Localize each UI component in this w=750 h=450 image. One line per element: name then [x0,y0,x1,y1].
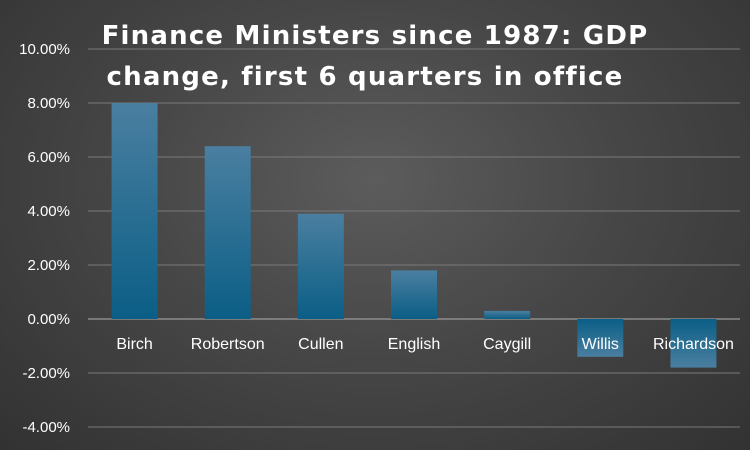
y-tick-label: -4.00% [22,419,70,436]
x-category-label: Cullen [298,336,343,353]
bar-willis [577,319,624,357]
bar-birch [111,103,158,319]
x-axis-categories: Birch Robertson Cullen English Caygill Willis… [116,336,734,353]
x-category-label: Willis [582,336,619,353]
y-tick-label: 2.00% [27,257,70,274]
bar-robertson [204,146,251,319]
x-category-label: Birch [116,336,152,353]
bar-caygill [484,310,531,319]
chart-title: Finance Ministers since 1987: GDP change… [102,21,649,92]
x-category-label: English [388,336,440,353]
y-tick-label: 10.00% [19,41,70,58]
y-tick-label: 0.00% [27,311,70,328]
x-category-label: Richardson [653,336,734,353]
bar-english [391,270,437,319]
bar-cullen [297,213,344,319]
y-axis-ticks: 10.00% 8.00% 6.00% 4.00% 2.00% 0.00% -2.00% -4.… [19,41,70,436]
x-category-label: Robertson [191,336,265,353]
y-tick-label: 6.00% [27,149,70,166]
bar-richardson [670,319,717,368]
y-tick-label: 8.00% [27,95,70,112]
gridlines [88,48,740,428]
chart-title-line-2: change, first 6 quarters in office [107,62,624,92]
y-tick-label: 4.00% [27,203,70,220]
bars [111,103,717,368]
chart-title-line-1: Finance Ministers since 1987: GDP [102,21,649,51]
y-tick-label: -2.00% [22,365,70,382]
x-category-label: Caygill [483,336,531,353]
